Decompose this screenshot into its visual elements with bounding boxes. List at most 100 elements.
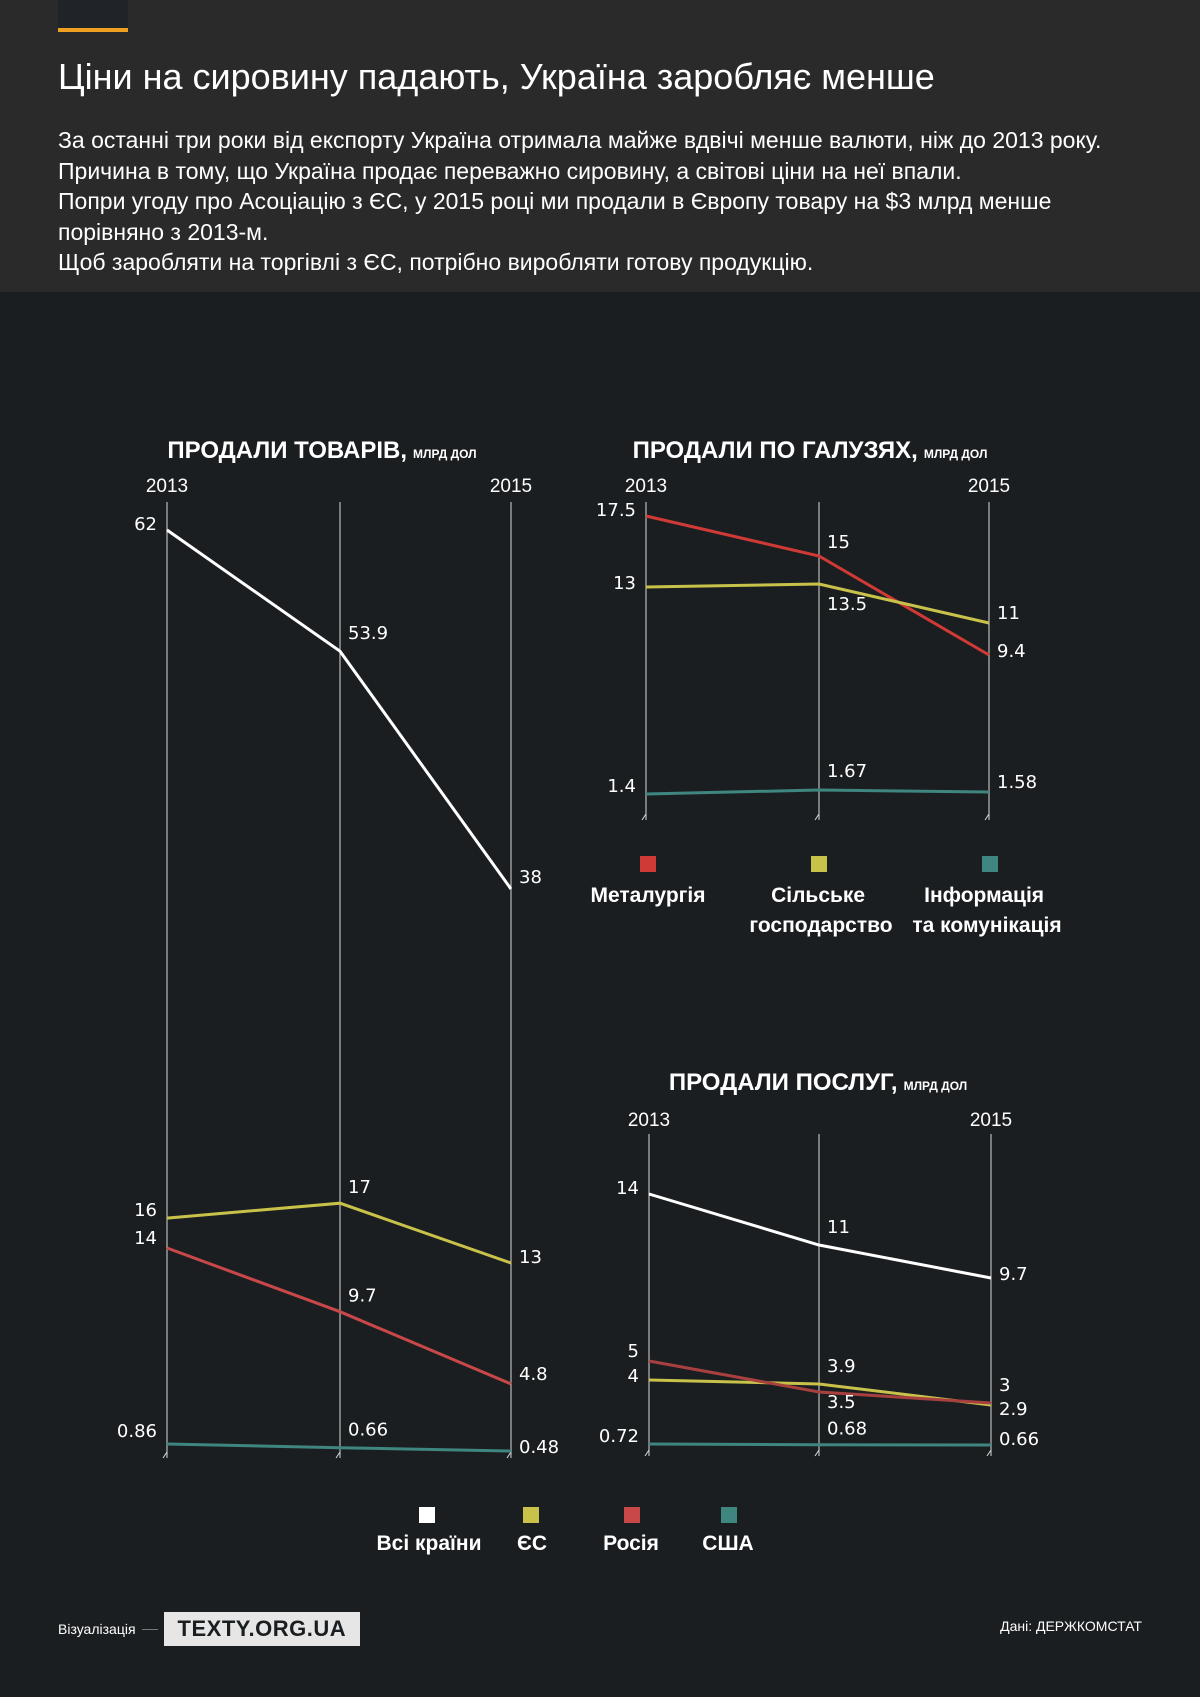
services-data-label: 5 xyxy=(628,1341,639,1362)
legend-label-ict: Інформація та комунікація xyxy=(912,884,1061,937)
industries-data-label: 1.58 xyxy=(997,772,1037,793)
texty-logo-link[interactable]: TEXTY.ORG.UA xyxy=(163,1612,361,1646)
goods-data-label: 14 xyxy=(134,1228,157,1249)
services-axis-label-2015: 2015 xyxy=(970,1110,1012,1131)
services-data-label: 0.66 xyxy=(999,1429,1039,1450)
legend-label-russia: Росія xyxy=(603,1532,659,1555)
goods-data-label: 16 xyxy=(134,1200,157,1221)
legend-swatch-agriculture xyxy=(811,856,827,872)
services-data-label: 9.7 xyxy=(999,1264,1028,1285)
legend-swatch-ict xyxy=(982,856,998,872)
industries-lines xyxy=(645,514,990,796)
data-source: Дані: ДЕРЖКОМСТАТ xyxy=(1000,1618,1142,1634)
intro-paragraph: Попри угоду про Асоціацію з ЄС, у 2015 р… xyxy=(58,188,1052,245)
goods-series-line-3 xyxy=(166,1442,512,1453)
services-data-label: 3.5 xyxy=(827,1392,856,1413)
services-axis-tick-1 xyxy=(814,1449,820,1457)
goods-axis-tick-1 xyxy=(335,1451,341,1459)
industries-axis-tick-0 xyxy=(641,813,647,821)
services-series-line-3 xyxy=(648,1442,992,1447)
header-panel: Ціни на сировину падають, Україна заробл… xyxy=(0,0,1200,292)
goods-data-label: 0.66 xyxy=(348,1420,388,1441)
industries-chart-title: ПРОДАЛИ ПО ГАЛУЗЯХ, МЛРД ДОЛ xyxy=(633,437,988,464)
legend-label-ict-line2: та комунікація xyxy=(912,914,1061,937)
services-data-label: 0.72 xyxy=(599,1426,639,1447)
goods-labels: 62 53.9 38 16 17 13 14 9.7 4.8 0.86 0.66 0.48 xyxy=(117,514,559,1458)
goods-data-label: 62 xyxy=(134,514,157,535)
industries-series-line-1 xyxy=(645,582,990,625)
industries-data-label: 13.5 xyxy=(827,594,867,615)
industries-labels: 17.5 15 9.4 13 13.5 11 1.4 1.67 1.58 xyxy=(596,500,1037,797)
goods-lines xyxy=(166,528,513,1453)
legend-swatch-eu xyxy=(523,1507,539,1523)
services-axes xyxy=(644,1134,992,1457)
footer-credit: Візуалізація TEXTY.ORG.UA xyxy=(58,1611,361,1647)
legend-swatch-metallurgy xyxy=(640,856,656,872)
industries-data-label: 17.5 xyxy=(596,500,636,521)
legend-label-all-countries: Всі країни xyxy=(376,1532,481,1555)
page-title: Ціни на сировину падають, Україна заробл… xyxy=(58,56,935,97)
services-lines xyxy=(648,1192,992,1447)
services-axis-tick-2 xyxy=(986,1449,992,1457)
industries-series-line-0 xyxy=(645,514,990,657)
services-data-label: 11 xyxy=(827,1217,850,1238)
services-data-label: 2.9 xyxy=(999,1399,1028,1420)
industries-legend: Металургія Сільське господарство Інформа… xyxy=(591,856,1062,937)
industries-axis-label-2015: 2015 xyxy=(968,476,1010,497)
goods-series-line-0 xyxy=(166,528,513,890)
services-chart-title: ПРОДАЛИ ПОСЛУГ, МЛРД ДОЛ xyxy=(669,1069,967,1096)
services-data-label: 4 xyxy=(628,1366,639,1387)
goods-data-label: 13 xyxy=(519,1247,542,1268)
legend-label-ict-line1: Інформація xyxy=(924,884,1044,907)
services-axis-tick-0 xyxy=(644,1449,650,1457)
services-data-label: 3 xyxy=(999,1375,1010,1396)
goods-data-label: 17 xyxy=(348,1177,371,1198)
intro-paragraph: Щоб заробляти на торгівлі з ЄС, потрібно… xyxy=(58,249,814,275)
legend-swatch-russia xyxy=(624,1507,640,1523)
industries-data-label: 13 xyxy=(613,573,636,594)
goods-axis-tick-2 xyxy=(506,1451,512,1459)
industries-data-label: 15 xyxy=(827,532,850,553)
intro-text: За останні три роки від експорту Україна… xyxy=(58,125,1148,278)
legend-label-metallurgy: Металургія xyxy=(591,884,706,907)
industries-axis-label-2013: 2013 xyxy=(625,476,667,497)
goods-data-label: 4.8 xyxy=(519,1364,548,1385)
legend-swatch-usa xyxy=(721,1507,737,1523)
header-accent-bar xyxy=(58,0,128,32)
services-data-label: 3.9 xyxy=(827,1356,856,1377)
services-data-label: 0.68 xyxy=(827,1419,867,1440)
industries-series-line-2 xyxy=(645,788,990,796)
goods-axes xyxy=(162,502,512,1459)
goods-data-label: 0.48 xyxy=(519,1437,559,1458)
goods-series-line-2 xyxy=(166,1246,512,1386)
industries-data-label: 9.4 xyxy=(997,641,1026,662)
services-series-line-0 xyxy=(648,1192,992,1280)
legend-label-agriculture-line1: Сільське xyxy=(771,884,865,907)
industries-data-label: 1.4 xyxy=(607,776,636,797)
goods-data-label: 0.86 xyxy=(117,1421,157,1442)
countries-legend: Всі країни ЄС Росія США xyxy=(376,1507,754,1555)
legend-label-eu: ЄС xyxy=(517,1532,547,1555)
goods-data-label: 53.9 xyxy=(348,623,388,644)
services-data-label: 14 xyxy=(616,1178,639,1199)
visualization-label: Візуалізація xyxy=(58,1621,136,1637)
legend-label-usa: США xyxy=(702,1532,753,1555)
goods-chart: ПРОДАЛИ ТОВАРІВ, МЛРД ДОЛ 2013 2015 62 53.… xyxy=(117,437,559,1459)
services-chart: ПРОДАЛИ ПОСЛУГ, МЛРД ДОЛ 2013 2015 14 11 9.… xyxy=(599,1069,1039,1457)
legend-label-agriculture: Сільське господарство xyxy=(749,884,892,937)
goods-axis-tick-0 xyxy=(162,1451,168,1459)
services-labels: 14 11 9.7 4 3.9 2.9 5 3.5 3 0.72 0.68 0.66 xyxy=(599,1178,1039,1450)
goods-chart-title: ПРОДАЛИ ТОВАРІВ, МЛРД ДОЛ xyxy=(167,437,476,464)
industries-axis-tick-1 xyxy=(814,813,820,821)
services-axis-label-2013: 2013 xyxy=(628,1110,670,1131)
industries-axes xyxy=(641,502,990,821)
legend-label-agriculture-line2: господарство xyxy=(749,914,892,937)
intro-paragraph: За останні три роки від експорту Україна… xyxy=(58,127,1102,184)
footer-divider xyxy=(141,1628,158,1630)
industries-data-label: 1.67 xyxy=(827,761,867,782)
goods-data-label: 38 xyxy=(519,867,542,888)
goods-axis-label-2015: 2015 xyxy=(490,476,532,497)
industries-axis-tick-2 xyxy=(984,813,990,821)
goods-series-line-1 xyxy=(166,1201,512,1265)
